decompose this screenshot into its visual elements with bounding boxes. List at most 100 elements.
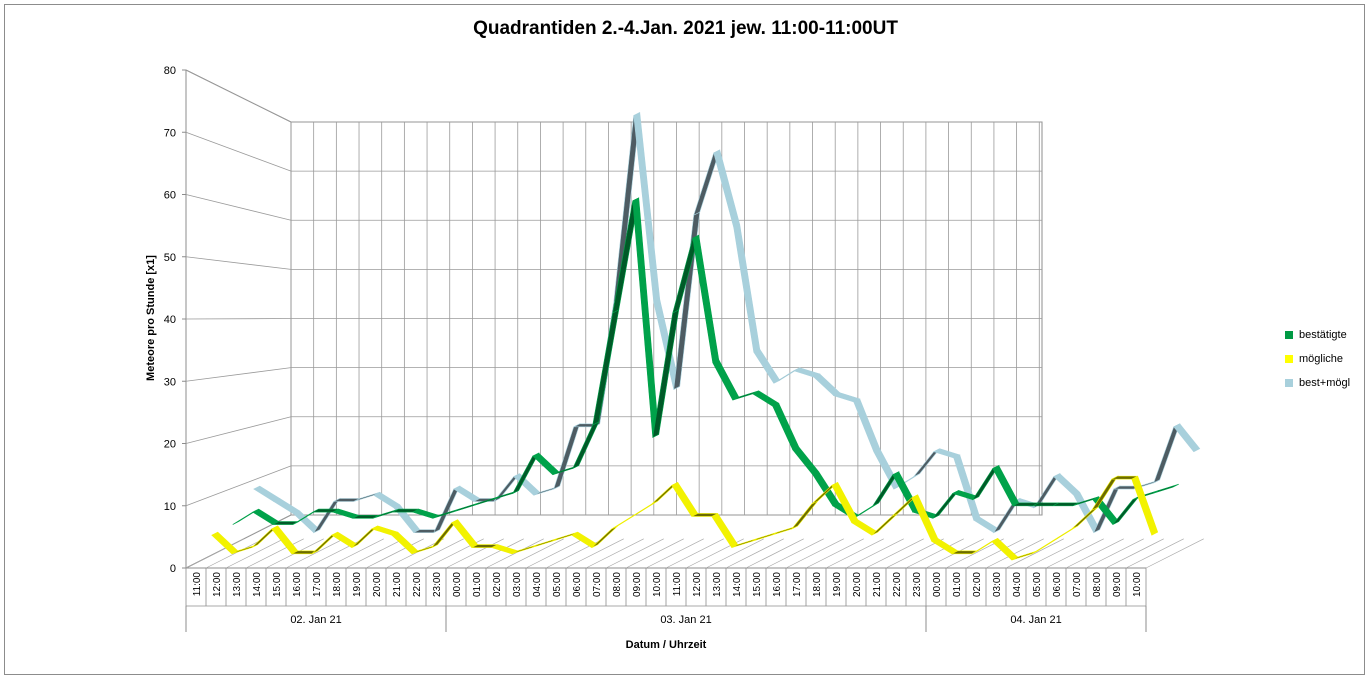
floor-gridline (785, 538, 844, 569)
x-tick-label: 18:00 (332, 572, 343, 597)
x-tick-label: 10:00 (1132, 572, 1143, 597)
legend-item-best-moegl: best+mögl (1285, 376, 1350, 400)
series-segment (252, 508, 280, 525)
x-tick-label: 13:00 (712, 572, 723, 597)
floor-gridline (645, 538, 704, 569)
floor-gridline (585, 538, 644, 569)
series-segment (733, 224, 761, 353)
x-tick-label: 02:00 (492, 572, 503, 597)
floor-gridline (245, 538, 304, 569)
x-tick-label: 03:00 (512, 572, 523, 597)
x-tick-label: 23:00 (912, 572, 923, 597)
series-moegliche (211, 475, 1159, 561)
series-segment (591, 525, 618, 548)
series-segment (992, 465, 1020, 507)
legend-swatch-best-moegl (1285, 379, 1293, 387)
series-segment (751, 531, 778, 542)
series-segment (671, 481, 699, 517)
series-segment (953, 454, 981, 521)
floor-gridline (485, 538, 544, 569)
series-segment (752, 390, 780, 407)
x-tick-label: 14:00 (252, 572, 263, 597)
floor-gridline (885, 538, 944, 569)
floor-gridline (505, 538, 564, 569)
x-tick-label: 23:00 (432, 572, 443, 597)
series-segment (931, 538, 959, 555)
x-tick-label: 21:00 (392, 572, 403, 597)
series-segment (873, 448, 901, 490)
y-tick-label: 20 (164, 439, 176, 451)
y-axis-ticks: 0 10 20 30 40 50 60 70 80 (164, 65, 186, 575)
series-segment (253, 485, 281, 502)
x-tick-label: 11:00 (672, 572, 683, 597)
floor-gridline (625, 538, 684, 569)
series-segment (871, 513, 898, 536)
y-tick-label: 30 (164, 376, 176, 388)
x-tick-label: 09:00 (1112, 572, 1123, 597)
series-segment (772, 402, 800, 451)
series-segment (632, 197, 660, 438)
y-tick-label: 40 (164, 314, 176, 326)
chart-title: Quadrantiden 2.-4.Jan. 2021 jew. 11:00-1… (473, 18, 898, 39)
x-tick-label: 20:00 (372, 572, 383, 597)
floor-gridline (1065, 538, 1124, 569)
series-segment (211, 531, 239, 555)
series-segment (913, 448, 940, 477)
floor-gridline (225, 538, 284, 569)
floor-gridline (965, 538, 1024, 569)
x-tick-label: 17:00 (792, 572, 803, 597)
x-tick-label: 20:00 (852, 572, 863, 597)
floor-gridline (805, 538, 864, 569)
floor-gridline (325, 538, 384, 569)
series-segment (1153, 423, 1181, 484)
floor-gridline (845, 538, 904, 569)
side-gridline (185, 256, 292, 270)
x-tick-label: 07:00 (1072, 572, 1083, 597)
series-segment (1051, 525, 1078, 542)
floor-gridline (1005, 538, 1064, 569)
series-bestaetigte (232, 197, 1179, 525)
floor-gridline (1025, 538, 1084, 569)
floor-gridline (205, 538, 264, 569)
x-tick-label: 15:00 (752, 572, 763, 597)
x-tick-label: 04:00 (532, 572, 543, 597)
floor-gridline (1145, 538, 1204, 569)
x-tick-label: 14:00 (732, 572, 743, 597)
side-gridline (185, 416, 292, 444)
floor-gridline (445, 538, 504, 569)
series-segment (373, 491, 401, 509)
series-segment (532, 452, 560, 476)
x-tick-label: 00:00 (932, 572, 943, 597)
side-gridline (185, 131, 292, 172)
series-segment (312, 497, 341, 534)
x-tick-label: 11:00 (192, 572, 203, 597)
side-gridline (185, 69, 292, 123)
y-tick-label: 0 (170, 563, 176, 575)
series-segment (753, 348, 781, 384)
x-tick-label: 19:00 (352, 572, 363, 597)
floor-gridline (605, 538, 664, 569)
series-segment (713, 149, 741, 229)
x-axis: 11:00 12:00 13:00 14:00 15:00 16:00 17:00 18:00… (185, 568, 1147, 632)
x-tick-label: 05:00 (552, 572, 563, 597)
y-tick-label: 60 (164, 190, 176, 202)
floor-gridline (365, 538, 424, 569)
floor-gridline (185, 538, 244, 569)
x-axis-label: Datum / Uhrzeit (626, 639, 707, 651)
y-tick-label: 50 (164, 252, 176, 264)
x-group-label: 03. Jan 21 (660, 614, 711, 626)
floor-gridline (985, 538, 1044, 569)
legend-label-best-moegl: best+mögl (1299, 377, 1351, 389)
chart-legend: bestätigte mögliche best+mögl (1285, 328, 1350, 400)
x-tick-label: 08:00 (612, 572, 623, 597)
series-segment (553, 423, 581, 490)
side-gridline (185, 194, 292, 221)
floor-gridline (385, 538, 444, 569)
x-tick-label: 22:00 (412, 572, 423, 597)
x-tick-label: 17:00 (312, 572, 323, 597)
x-tick-label: 09:00 (632, 572, 643, 597)
series-layer (211, 112, 1201, 561)
side-gridline (185, 367, 292, 382)
floor-gridline (465, 538, 524, 569)
